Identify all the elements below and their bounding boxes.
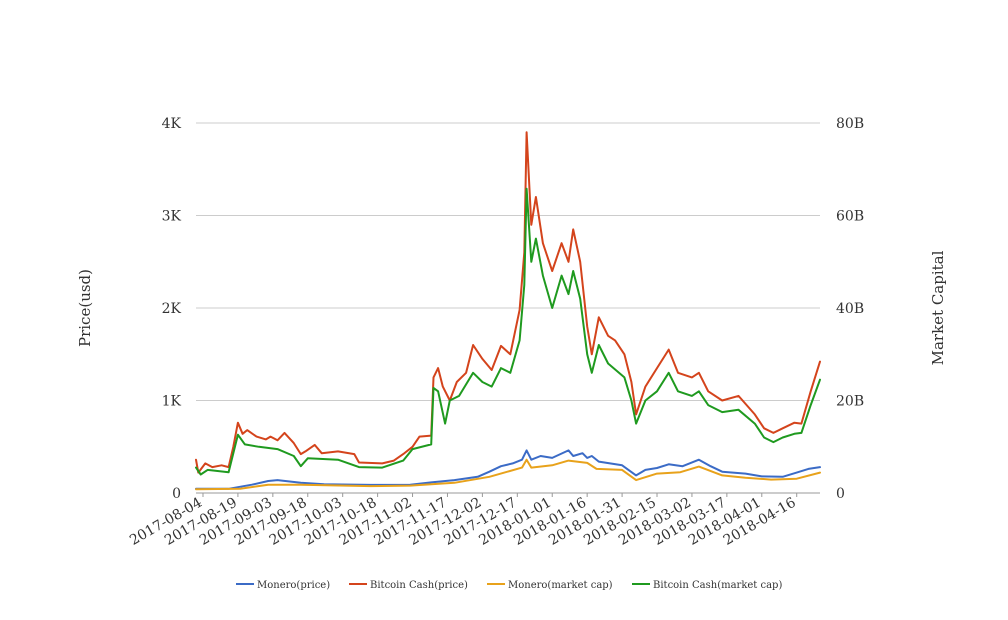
series-line [195, 187, 821, 476]
legend-item-label: Monero(market cap) [508, 580, 613, 591]
gridlines [196, 122, 820, 494]
y-right-tick-label: 80B [836, 116, 864, 132]
legend-item-label: Bitcoin Cash(market cap) [653, 580, 782, 591]
y-left-tick-label: 3K [162, 209, 182, 225]
legend-item-label: Bitcoin Cash(price) [370, 580, 468, 591]
y-right-tick-label: 20B [836, 394, 864, 410]
y-right-tick-label: 0 [836, 486, 845, 502]
series-line [195, 458, 821, 491]
y-left-tick-label: 4K [162, 116, 182, 132]
y-left-tick-label: 0 [172, 486, 181, 502]
legend-item-label: Monero(price) [257, 580, 330, 591]
legend: Monero(price) Bitcoin Cash(price) Monero(m… [236, 580, 782, 591]
y-axis-right-label: Market Capital [929, 250, 947, 365]
series-line [195, 449, 821, 490]
y-right-tick-label: 40B [836, 301, 864, 317]
series-lines [195, 131, 821, 491]
y-right-tick-label: 60B [836, 209, 864, 225]
series-line [195, 131, 821, 474]
y-left-tick-label: 2K [162, 301, 182, 317]
y-axis-left-label: Price(usd) [76, 269, 94, 347]
y-left-tick-label: 1K [162, 394, 182, 410]
